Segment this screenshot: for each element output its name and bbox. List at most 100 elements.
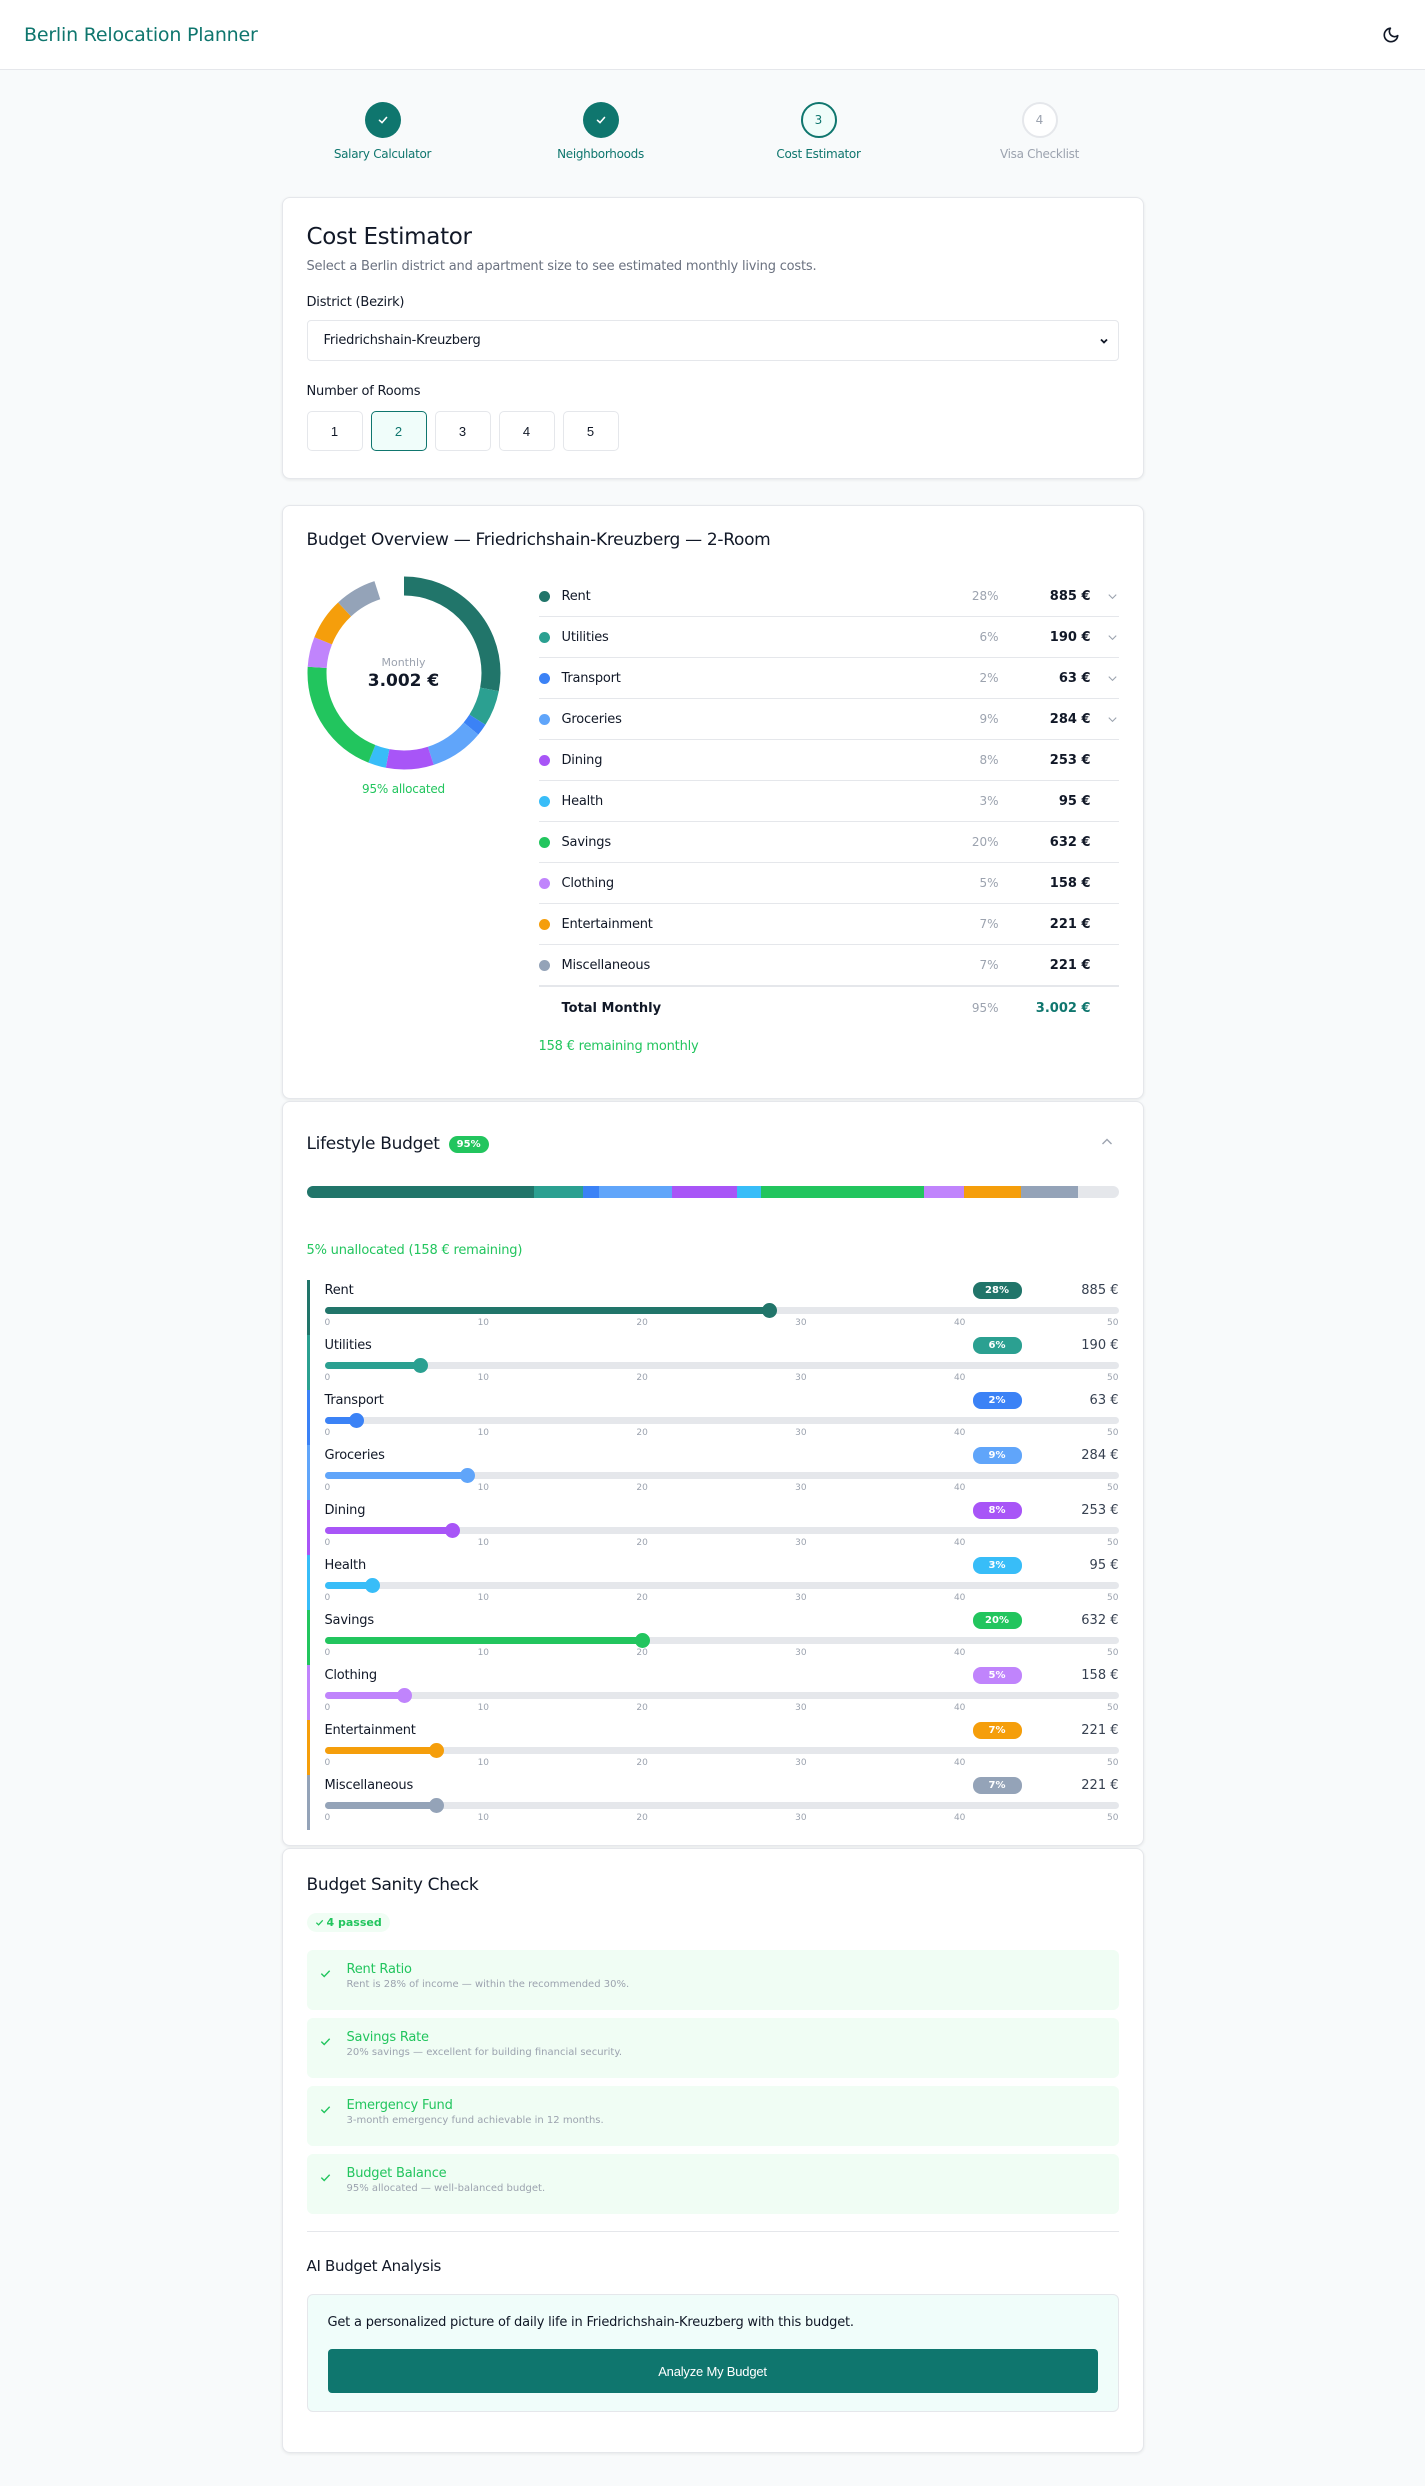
slider-track[interactable] xyxy=(324,1688,1119,1703)
breakdown-row-groceries[interactable]: Groceries 9% 284 € xyxy=(538,699,1119,740)
slider-track[interactable] xyxy=(324,1413,1119,1428)
slider-thumb[interactable] xyxy=(444,1523,460,1538)
slider-amount: 284 € xyxy=(1081,1447,1119,1463)
tick-label: 20 xyxy=(636,1813,648,1823)
tick-label: 0 xyxy=(324,1648,331,1658)
tick-label: 30 xyxy=(795,1373,807,1383)
page-subtitle: Select a Berlin district and apartment s… xyxy=(306,259,817,274)
category-percent: 9% xyxy=(979,712,999,726)
tick-label: 10 xyxy=(477,1758,490,1768)
tick-label: 30 xyxy=(795,1648,807,1658)
slider-thumb[interactable] xyxy=(460,1468,476,1483)
budget-sanity-card: Budget Sanity Check 4 passed Rent Ratio R… xyxy=(281,1848,1144,2453)
passed-count: 4 passed xyxy=(326,1916,382,1929)
expand-toggle[interactable] xyxy=(1091,631,1119,644)
tick-label: 20 xyxy=(636,1703,648,1713)
room-option-3[interactable]: 3 xyxy=(434,411,491,451)
step-visa-checklist[interactable]: 4 Visa Checklist xyxy=(960,102,1120,161)
slider-row-transport: Transport 2% 63 € 0 10 20 30 40 50 xyxy=(306,1390,1119,1445)
room-option-5[interactable]: 5 xyxy=(562,411,619,451)
breakdown-row-health: Health 3% 95 € xyxy=(538,781,1119,822)
category-name: Health xyxy=(561,793,604,809)
breakdown-row-clothing: Clothing 5% 158 € xyxy=(538,863,1119,904)
slider-amount: 221 € xyxy=(1081,1722,1119,1738)
slider-row-miscellaneous: Miscellaneous 7% 221 € 0 10 20 30 40 50 xyxy=(306,1775,1119,1830)
slider-track[interactable] xyxy=(324,1578,1119,1593)
percent-badge: 3% xyxy=(972,1556,1022,1574)
collapse-button[interactable] xyxy=(1095,1130,1119,1158)
slider-fill xyxy=(324,1472,468,1479)
category-name: Entertainment xyxy=(561,916,653,932)
slider-thumb[interactable] xyxy=(412,1358,428,1373)
step-salary-calculator[interactable]: Salary Calculator xyxy=(303,102,463,161)
step-cost-estimator[interactable]: 3 Cost Estimator xyxy=(739,102,899,161)
slider-thumb[interactable] xyxy=(396,1688,412,1703)
slider-row-utilities: Utilities 6% 190 € 0 10 20 30 40 50 xyxy=(306,1335,1119,1390)
step-neighborhoods[interactable]: Neighborhoods xyxy=(521,102,681,161)
expand-toggle[interactable] xyxy=(1091,590,1119,603)
expand-toggle[interactable] xyxy=(1091,713,1119,726)
expand-toggle[interactable] xyxy=(1091,672,1119,685)
analyze-budget-button[interactable]: Analyze My Budget xyxy=(327,2349,1098,2393)
slider-thumb[interactable] xyxy=(762,1303,778,1318)
slider-track[interactable] xyxy=(324,1743,1119,1758)
category-name: Groceries xyxy=(561,711,622,727)
check-item-budget-balance: Budget Balance 95% allocated — well-balan… xyxy=(306,2154,1119,2214)
category-name: Dining xyxy=(561,752,603,768)
slider-track[interactable] xyxy=(324,1358,1119,1373)
slider-track[interactable] xyxy=(324,1798,1119,1813)
check-item-emergency-fund: Emergency Fund 3-month emergency fund ach… xyxy=(306,2086,1119,2146)
slider-track[interactable] xyxy=(324,1303,1119,1318)
category-percent: 2% xyxy=(979,671,999,685)
step-indicator: 3 xyxy=(800,102,837,138)
tick-label: 30 xyxy=(795,1758,807,1768)
color-dot-icon xyxy=(538,713,550,725)
theme-toggle-button[interactable] xyxy=(1373,17,1409,53)
slider-row-groceries: Groceries 9% 284 € 0 10 20 30 40 50 xyxy=(306,1445,1119,1500)
donut-caption: Monthly xyxy=(381,655,426,669)
category-percent: 8% xyxy=(979,753,999,767)
breakdown-row-rent[interactable]: Rent 28% 885 € xyxy=(538,576,1119,617)
slider-track[interactable] xyxy=(324,1633,1119,1648)
tick-label: 20 xyxy=(636,1593,648,1603)
step-label: Salary Calculator xyxy=(333,147,432,161)
breakdown-row-transport[interactable]: Transport 2% 63 € xyxy=(538,658,1119,699)
tick-label: 50 xyxy=(1107,1318,1119,1328)
slider-thumb[interactable] xyxy=(428,1743,444,1758)
slider-thumb[interactable] xyxy=(365,1578,381,1593)
stack-segment-rent xyxy=(306,1186,534,1198)
tick-label: 0 xyxy=(324,1758,331,1768)
district-select[interactable]: Friedrichshain-Kreuzberg xyxy=(306,320,1119,361)
slider-label: Entertainment xyxy=(324,1722,416,1738)
slider-thumb[interactable] xyxy=(349,1413,365,1428)
slider-ticks: 0 10 20 30 40 50 xyxy=(325,1373,1119,1385)
room-option-1[interactable]: 1 xyxy=(306,411,363,451)
slider-row-rent: Rent 28% 885 € 0 10 20 30 40 50 xyxy=(306,1280,1119,1335)
donut-total: 3.002 € xyxy=(367,670,440,691)
room-option-2[interactable]: 2 xyxy=(370,411,427,451)
breakdown-row-savings: Savings 20% 632 € xyxy=(538,822,1119,863)
tick-label: 40 xyxy=(953,1428,966,1438)
tick-label: 20 xyxy=(636,1318,648,1328)
percent-badge: 6% xyxy=(972,1336,1022,1354)
tick-label: 50 xyxy=(1107,1593,1119,1603)
slider-ticks: 0 10 20 30 40 50 xyxy=(325,1648,1119,1660)
tick-label: 10 xyxy=(477,1538,490,1548)
tick-label: 30 xyxy=(795,1538,807,1548)
sanity-check-title: Budget Sanity Check xyxy=(306,1875,479,1895)
room-option-4[interactable]: 4 xyxy=(498,411,555,451)
ai-analysis-text: Get a personalized picture of daily life… xyxy=(327,2315,855,2330)
slider-track[interactable] xyxy=(324,1468,1119,1483)
slider-thumb[interactable] xyxy=(635,1633,651,1648)
slider-track[interactable] xyxy=(324,1523,1119,1538)
budget-breakdown-table: Rent 28% 885 € Utilities 6% 190 € Transport 2% 6… xyxy=(538,576,1119,1054)
slider-thumb[interactable] xyxy=(428,1798,444,1813)
slider-fill xyxy=(324,1362,420,1369)
category-name: Rent xyxy=(561,588,591,604)
lifestyle-budget-title: Lifestyle Budget xyxy=(306,1134,440,1154)
tick-label: 40 xyxy=(953,1703,966,1713)
breakdown-row-utilities[interactable]: Utilities 6% 190 € xyxy=(538,617,1119,658)
slider-fill xyxy=(324,1637,643,1644)
color-dot-icon xyxy=(538,672,550,684)
total-percent: 95% xyxy=(971,1001,999,1015)
